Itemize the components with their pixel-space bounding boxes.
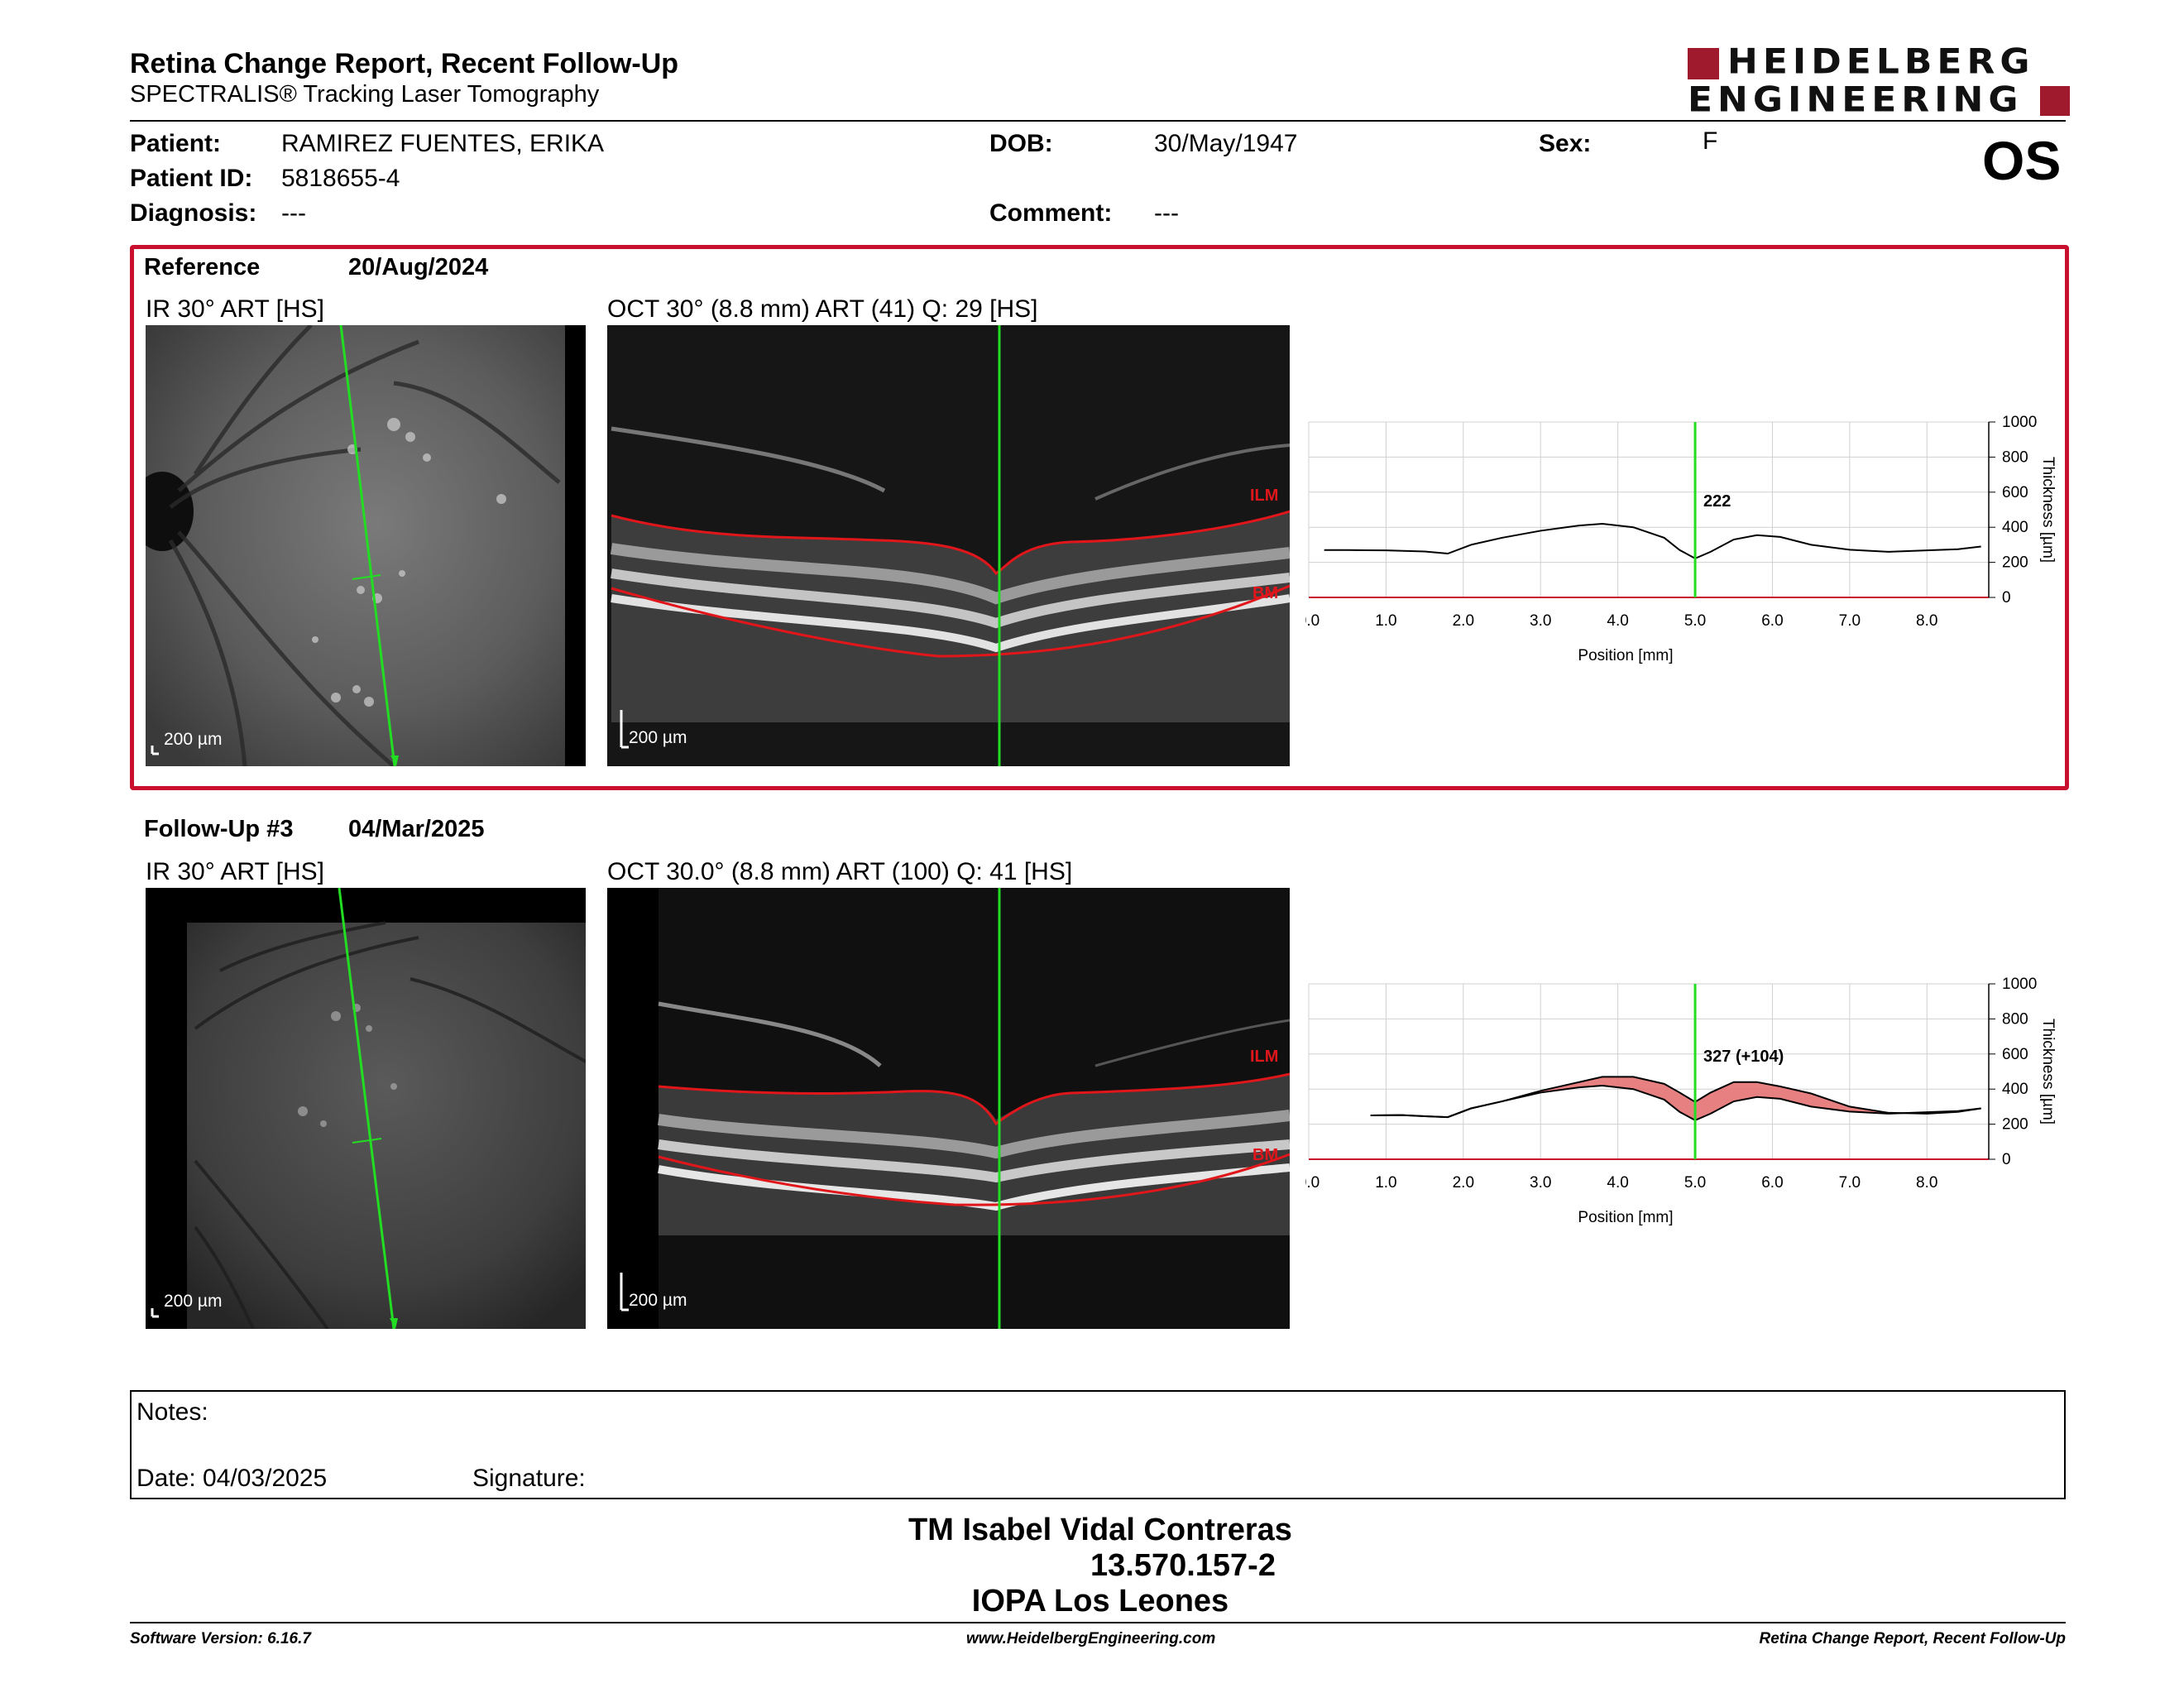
y-tick-label: 600 <box>2002 1046 2028 1063</box>
diagnosis-value: --- <box>281 199 306 227</box>
reference-oct-label: OCT 30° (8.8 mm) ART (41) Q: 29 [HS] <box>607 295 1038 323</box>
diagnosis-label: Diagnosis: <box>130 199 257 227</box>
footer-divider <box>130 1622 2066 1623</box>
comment-label: Comment: <box>989 199 1113 227</box>
notes-date: Date: 04/03/2025 <box>136 1465 328 1492</box>
logo-square-icon <box>1688 48 1719 79</box>
report-title: Retina Change Report, Recent Follow-Up <box>130 48 679 79</box>
y-tick-label: 800 <box>2002 1010 2028 1028</box>
reference-ilm-label: ILM <box>1250 487 1279 505</box>
x-tick-label: 2.0 <box>1453 612 1474 630</box>
x-tick-label: 2.0 <box>1453 1174 1474 1192</box>
header-divider <box>130 120 2066 122</box>
heidelberg-logo: HEIDELBERG ENGINEERING <box>1688 44 2070 118</box>
x-tick-label: 4.0 <box>1607 612 1628 630</box>
patient-name: RAMIREZ FUENTES, ERIKA <box>281 130 605 157</box>
patient-label: Patient: <box>130 130 222 157</box>
reference-thickness-chart: 0.0 1.0 2.0 3.0 4.0 5.0 6.0 7.0 8.0 0 200 400 600 800… <box>1305 414 2057 664</box>
followup-thickness-chart: 0.0 1.0 2.0 3.0 4.0 5.0 6.0 7.0 8.0 0 200 400 600 800… <box>1305 976 2057 1226</box>
followup-ir-label: IR 30° ART [HS] <box>146 858 324 885</box>
y-tick-label: 200 <box>2002 1116 2028 1134</box>
x-tick-label: 0.0 <box>1305 612 1320 630</box>
reference-oct-drawing <box>610 325 1290 766</box>
followup-date: 04/Mar/2025 <box>348 816 485 842</box>
reference-ir-fundus-image[interactable]: 200 µm <box>146 325 586 766</box>
x-tick-label: 8.0 <box>1916 612 1937 630</box>
signer-id: 13.570.157-2 <box>1090 1548 1276 1583</box>
x-axis-label: Position [mm] <box>1578 1209 1673 1226</box>
x-tick-label: 6.0 <box>1761 1174 1783 1192</box>
notes-label: Notes: <box>136 1398 208 1426</box>
reference-label: Reference <box>144 254 261 281</box>
x-tick-label: 1.0 <box>1375 1174 1396 1192</box>
marker-value-label: 222 <box>1703 492 1731 511</box>
y-tick-label: 200 <box>2002 554 2028 572</box>
followup-ilm-label: ILM <box>1250 1048 1279 1066</box>
x-tick-label: 7.0 <box>1839 1174 1861 1192</box>
dob-value: 30/May/1947 <box>1154 130 1298 157</box>
reference-ir-label: IR 30° ART [HS] <box>146 295 324 323</box>
y-axis-label: Thickness [µm] <box>2039 1019 2057 1125</box>
y-tick-label: 800 <box>2002 448 2028 466</box>
x-tick-label: 5.0 <box>1684 612 1706 630</box>
x-tick-label: 5.0 <box>1684 1174 1706 1192</box>
signature-label: Signature: <box>472 1465 586 1492</box>
dob-label: DOB: <box>989 130 1053 157</box>
followup-oct-drawing <box>607 888 1290 1329</box>
x-tick-label: 3.0 <box>1530 612 1551 630</box>
x-tick-label: 1.0 <box>1375 612 1396 630</box>
comment-value: --- <box>1154 199 1179 227</box>
patient-id-label: Patient ID: <box>130 165 253 192</box>
sex-label: Sex: <box>1539 130 1592 157</box>
logo-line2: ENGINEERING <box>1688 79 2024 120</box>
x-tick-label: 8.0 <box>1916 1174 1937 1192</box>
followup-ir-scale-label: 200 µm <box>164 1292 223 1311</box>
y-axis-label: Thickness [µm] <box>2039 457 2057 563</box>
y-tick-label: 600 <box>2002 484 2028 501</box>
reference-panel-frame <box>130 245 2069 790</box>
footer-report-name: Retina Change Report, Recent Follow-Up <box>1759 1630 2066 1647</box>
followup-oct-scale-label: 200 µm <box>629 1291 687 1310</box>
followup-ir-fundus-image[interactable]: 200 µm <box>146 888 586 1329</box>
followup-bm-label: BM <box>1252 1146 1279 1164</box>
reference-fundus-drawing <box>146 325 586 766</box>
footer-software-version: Software Version: 6.16.7 <box>130 1630 311 1647</box>
followup-oct-bscan[interactable]: ILM BM 200 µm <box>607 888 1290 1329</box>
followup-label: Follow-Up #3 <box>144 816 294 842</box>
followup-fundus-drawing <box>151 888 586 1329</box>
thickness-line-1 <box>1370 1084 1981 1122</box>
report-subtitle: SPECTRALIS® Tracking Laser Tomography <box>130 81 600 108</box>
marker-value-label: 327 (+104) <box>1703 1048 1784 1066</box>
footer-website-link[interactable]: www.HeidelbergEngineering.com <box>966 1630 1216 1647</box>
y-tick-label: 1000 <box>2002 976 2037 993</box>
patient-id: 5818655-4 <box>281 165 400 192</box>
reference-oct-scale-label: 200 µm <box>629 728 687 747</box>
y-tick-label: 400 <box>2002 1081 2028 1098</box>
notes-box[interactable]: Notes: Date: 04/03/2025 Signature: <box>130 1390 2066 1499</box>
x-axis-label: Position [mm] <box>1578 647 1673 664</box>
thickness-line-0 <box>1324 522 1981 560</box>
reference-date: 20/Aug/2024 <box>348 254 489 281</box>
reference-bm-label: BM <box>1252 584 1279 602</box>
signer-name: TM Isabel Vidal Contreras <box>908 1513 1292 1547</box>
y-tick-label: 1000 <box>2002 414 2037 431</box>
x-tick-label: 0.0 <box>1305 1174 1320 1192</box>
eye-indicator: OS <box>1982 130 2062 191</box>
x-tick-label: 4.0 <box>1607 1174 1628 1192</box>
x-tick-label: 3.0 <box>1530 1174 1551 1192</box>
logo-line1: HEIDELBERG <box>1727 41 2035 82</box>
y-tick-label: 0 <box>2002 589 2011 607</box>
y-tick-label: 400 <box>2002 519 2028 536</box>
x-tick-label: 6.0 <box>1761 612 1783 630</box>
y-tick-label: 0 <box>2002 1151 2011 1168</box>
signer-org: IOPA Los Leones <box>971 1584 1229 1618</box>
x-tick-label: 7.0 <box>1839 612 1861 630</box>
reference-oct-bscan[interactable]: ILM BM 200 µm <box>607 325 1290 766</box>
logo-square-icon <box>2040 86 2070 116</box>
reference-ir-scale-label: 200 µm <box>164 730 223 749</box>
sex-value: F <box>1703 127 1718 155</box>
followup-oct-label: OCT 30.0° (8.8 mm) ART (100) Q: 41 [HS] <box>607 858 1073 885</box>
